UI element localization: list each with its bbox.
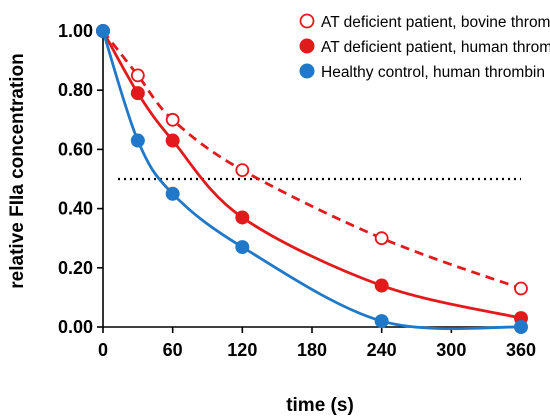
- x-axis-title: time (s): [286, 395, 354, 416]
- x-tick-label: 300: [436, 340, 466, 360]
- data-point: [96, 24, 110, 38]
- plot-area: 0.00 0.20 0.40 0.60 0.80 1.00 0 60 120 180 240 300 3…: [7, 13, 550, 416]
- y-tick-label: 1.00: [58, 21, 93, 41]
- x-tick-label: 360: [506, 340, 536, 360]
- legend-marker: [299, 13, 315, 29]
- data-point: [165, 112, 180, 127]
- data-point: [514, 320, 528, 334]
- y-tick-label: 0.60: [58, 139, 93, 159]
- legend-marker: [299, 38, 315, 54]
- data-point: [130, 133, 145, 148]
- data-point: [165, 133, 180, 148]
- y-axis-title: relative FIIa concentration: [7, 53, 28, 288]
- legend-label: Healthy control, human thrombin: [321, 64, 545, 81]
- data-point: [235, 210, 250, 225]
- x-tick-label: 120: [227, 340, 257, 360]
- data-point: [235, 163, 250, 178]
- y-tick-label: 0.00: [58, 317, 93, 337]
- legend-label: AT deficient patient, human thrombin: [321, 39, 550, 56]
- y-tick-label: 0.80: [58, 80, 93, 100]
- data-point: [374, 314, 389, 329]
- legend-marker: [299, 63, 315, 79]
- data-point: [130, 68, 145, 83]
- data-point: [235, 240, 250, 255]
- y-tick-label: 0.20: [58, 258, 93, 278]
- x-tick-label: 60: [163, 340, 183, 360]
- data-point: [374, 231, 389, 246]
- x-tick-label: 240: [367, 340, 397, 360]
- x-tick-label: 0: [98, 340, 108, 360]
- data-point: [165, 186, 180, 201]
- data-point: [374, 278, 389, 293]
- data-point: [514, 281, 528, 296]
- series-line-2: [101, 30, 522, 331]
- legend-label: AT deficient patient, bovine thrombin: [321, 14, 550, 31]
- y-tick-label: 0.40: [58, 199, 93, 219]
- x-tick-label: 180: [297, 340, 327, 360]
- data-point: [130, 86, 145, 101]
